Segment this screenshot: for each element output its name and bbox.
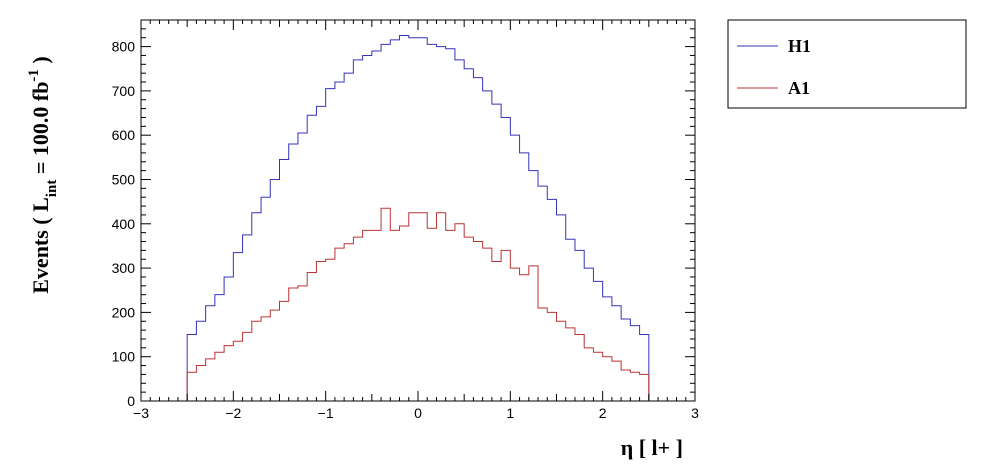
x-tick-label: 1 [506, 405, 514, 421]
x-tick-labels: −3 −2 −1 0 1 2 3 [133, 405, 699, 421]
y-tick-label: 700 [112, 83, 136, 99]
y-tick-label: 600 [112, 127, 136, 143]
x-tick-label: 0 [414, 405, 422, 421]
y-axis-title-suffix: ) [28, 56, 53, 69]
y-axis-title-prefix: Events ( L [28, 197, 53, 294]
series-a1-line [186, 207, 650, 401]
y-tick-label: 200 [112, 304, 136, 320]
y-tick-label: 0 [127, 393, 135, 409]
x-tick-label: −3 [133, 405, 149, 421]
legend-label-h1: H1 [788, 36, 811, 56]
y-tick-label: 300 [112, 260, 136, 276]
x-tick-label: 2 [599, 405, 607, 421]
y-tick-label: 400 [112, 216, 136, 232]
y-axis-ticks [141, 28, 695, 402]
y-tick-labels: 0 100 200 300 400 500 600 700 800 [112, 39, 136, 409]
x-tick-label: −1 [318, 405, 334, 421]
y-axis-title-middle: = 100.0 fb [28, 82, 53, 180]
y-axis-title: Events ( Lint = 100.0 fb-1 ) [26, 56, 60, 294]
series-h1-line [186, 35, 650, 401]
x-tick-label: 3 [691, 405, 699, 421]
x-axis-title: η [ l+ ] [621, 435, 683, 460]
series-layer [186, 35, 650, 401]
legend-box [727, 19, 967, 109]
y-tick-label: 100 [112, 349, 136, 365]
x-axis-ticks [140, 20, 696, 401]
y-axis-title-superscript: -1 [26, 69, 42, 82]
x-tick-label: −2 [225, 405, 241, 421]
y-tick-label: 500 [112, 171, 136, 187]
y-axis-title-subscript: int [44, 180, 60, 198]
plot-frame [140, 19, 696, 402]
y-tick-label: 800 [112, 39, 136, 55]
legend: H1 A1 [727, 19, 967, 109]
legend-label-a1: A1 [788, 78, 810, 98]
